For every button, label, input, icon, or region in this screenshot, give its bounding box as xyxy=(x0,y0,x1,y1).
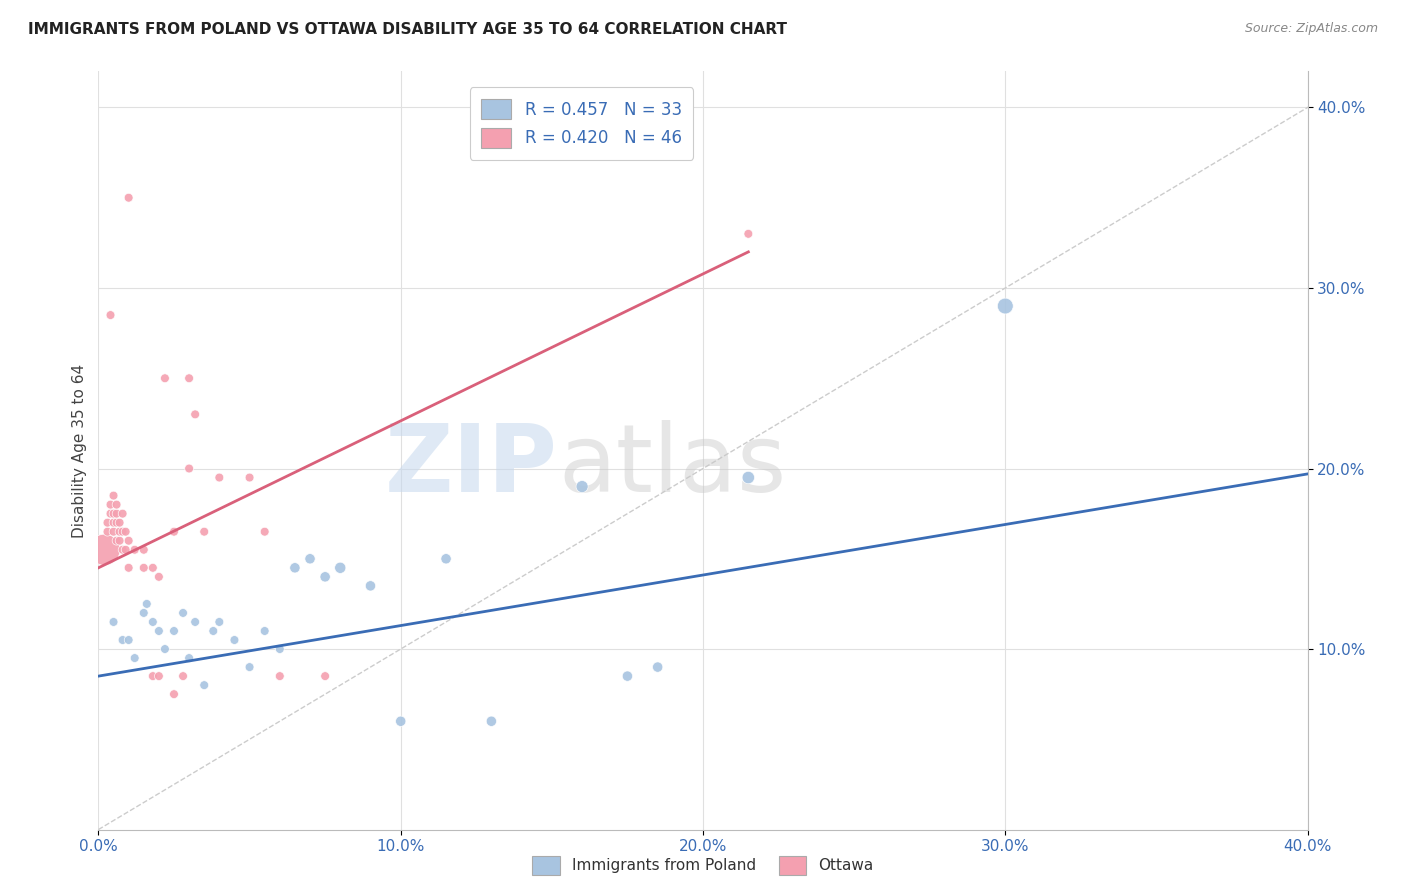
Point xyxy=(314,669,336,683)
Point xyxy=(103,524,125,539)
Point xyxy=(153,642,176,657)
Point xyxy=(179,651,201,665)
Point xyxy=(103,516,125,530)
Point xyxy=(389,714,412,729)
Point xyxy=(118,633,141,648)
Point xyxy=(737,470,759,484)
Point xyxy=(124,542,146,557)
Point xyxy=(208,470,231,484)
Point xyxy=(253,524,276,539)
Point xyxy=(314,570,336,584)
Point xyxy=(142,561,165,575)
Point xyxy=(202,624,225,638)
Point xyxy=(142,669,165,683)
Point xyxy=(737,227,759,241)
Point xyxy=(111,524,134,539)
Point xyxy=(360,579,382,593)
Point xyxy=(193,678,215,692)
Point xyxy=(105,533,128,548)
Point xyxy=(329,561,352,575)
Point xyxy=(224,633,246,648)
Point xyxy=(647,660,669,674)
Point xyxy=(284,561,307,575)
Text: ZIP: ZIP xyxy=(385,419,558,512)
Text: Source: ZipAtlas.com: Source: ZipAtlas.com xyxy=(1244,22,1378,36)
Point xyxy=(132,542,155,557)
Point xyxy=(135,597,157,611)
Point xyxy=(105,498,128,512)
Point xyxy=(163,624,186,638)
Point xyxy=(994,299,1017,313)
Point xyxy=(96,524,118,539)
Point xyxy=(103,615,125,629)
Point xyxy=(434,551,457,566)
Point xyxy=(148,624,170,638)
Point xyxy=(132,606,155,620)
Point xyxy=(114,524,136,539)
Point xyxy=(208,615,231,629)
Point xyxy=(142,615,165,629)
Point xyxy=(184,408,207,422)
Point xyxy=(111,507,134,521)
Point xyxy=(299,551,322,566)
Point xyxy=(118,191,141,205)
Point xyxy=(100,498,122,512)
Point xyxy=(124,651,146,665)
Point xyxy=(108,524,131,539)
Point xyxy=(93,542,115,557)
Point xyxy=(153,371,176,385)
Point xyxy=(132,561,155,575)
Point xyxy=(105,507,128,521)
Point xyxy=(100,308,122,322)
Point xyxy=(163,687,186,701)
Point xyxy=(616,669,638,683)
Point xyxy=(193,524,215,539)
Point xyxy=(118,533,141,548)
Point xyxy=(118,561,141,575)
Point xyxy=(239,660,262,674)
Point xyxy=(111,542,134,557)
Point xyxy=(184,615,207,629)
Point xyxy=(179,371,201,385)
Point xyxy=(100,507,122,521)
Point xyxy=(148,570,170,584)
Point xyxy=(96,516,118,530)
Point xyxy=(179,461,201,475)
Point xyxy=(172,606,194,620)
Point xyxy=(103,507,125,521)
Point xyxy=(269,669,291,683)
Point xyxy=(571,479,593,493)
Point xyxy=(108,516,131,530)
Legend: Immigrants from Poland, Ottawa: Immigrants from Poland, Ottawa xyxy=(524,848,882,882)
Point xyxy=(163,524,186,539)
Point xyxy=(148,669,170,683)
Point xyxy=(108,533,131,548)
Legend: R = 0.457   N = 33, R = 0.420   N = 46: R = 0.457 N = 33, R = 0.420 N = 46 xyxy=(470,87,693,160)
Point xyxy=(105,516,128,530)
Text: atlas: atlas xyxy=(558,419,786,512)
Point xyxy=(253,624,276,638)
Point xyxy=(111,633,134,648)
Point xyxy=(481,714,503,729)
Point xyxy=(269,642,291,657)
Point xyxy=(103,489,125,503)
Point xyxy=(114,542,136,557)
Point xyxy=(172,669,194,683)
Y-axis label: Disability Age 35 to 64: Disability Age 35 to 64 xyxy=(72,363,87,538)
Point xyxy=(239,470,262,484)
Text: IMMIGRANTS FROM POLAND VS OTTAWA DISABILITY AGE 35 TO 64 CORRELATION CHART: IMMIGRANTS FROM POLAND VS OTTAWA DISABIL… xyxy=(28,22,787,37)
